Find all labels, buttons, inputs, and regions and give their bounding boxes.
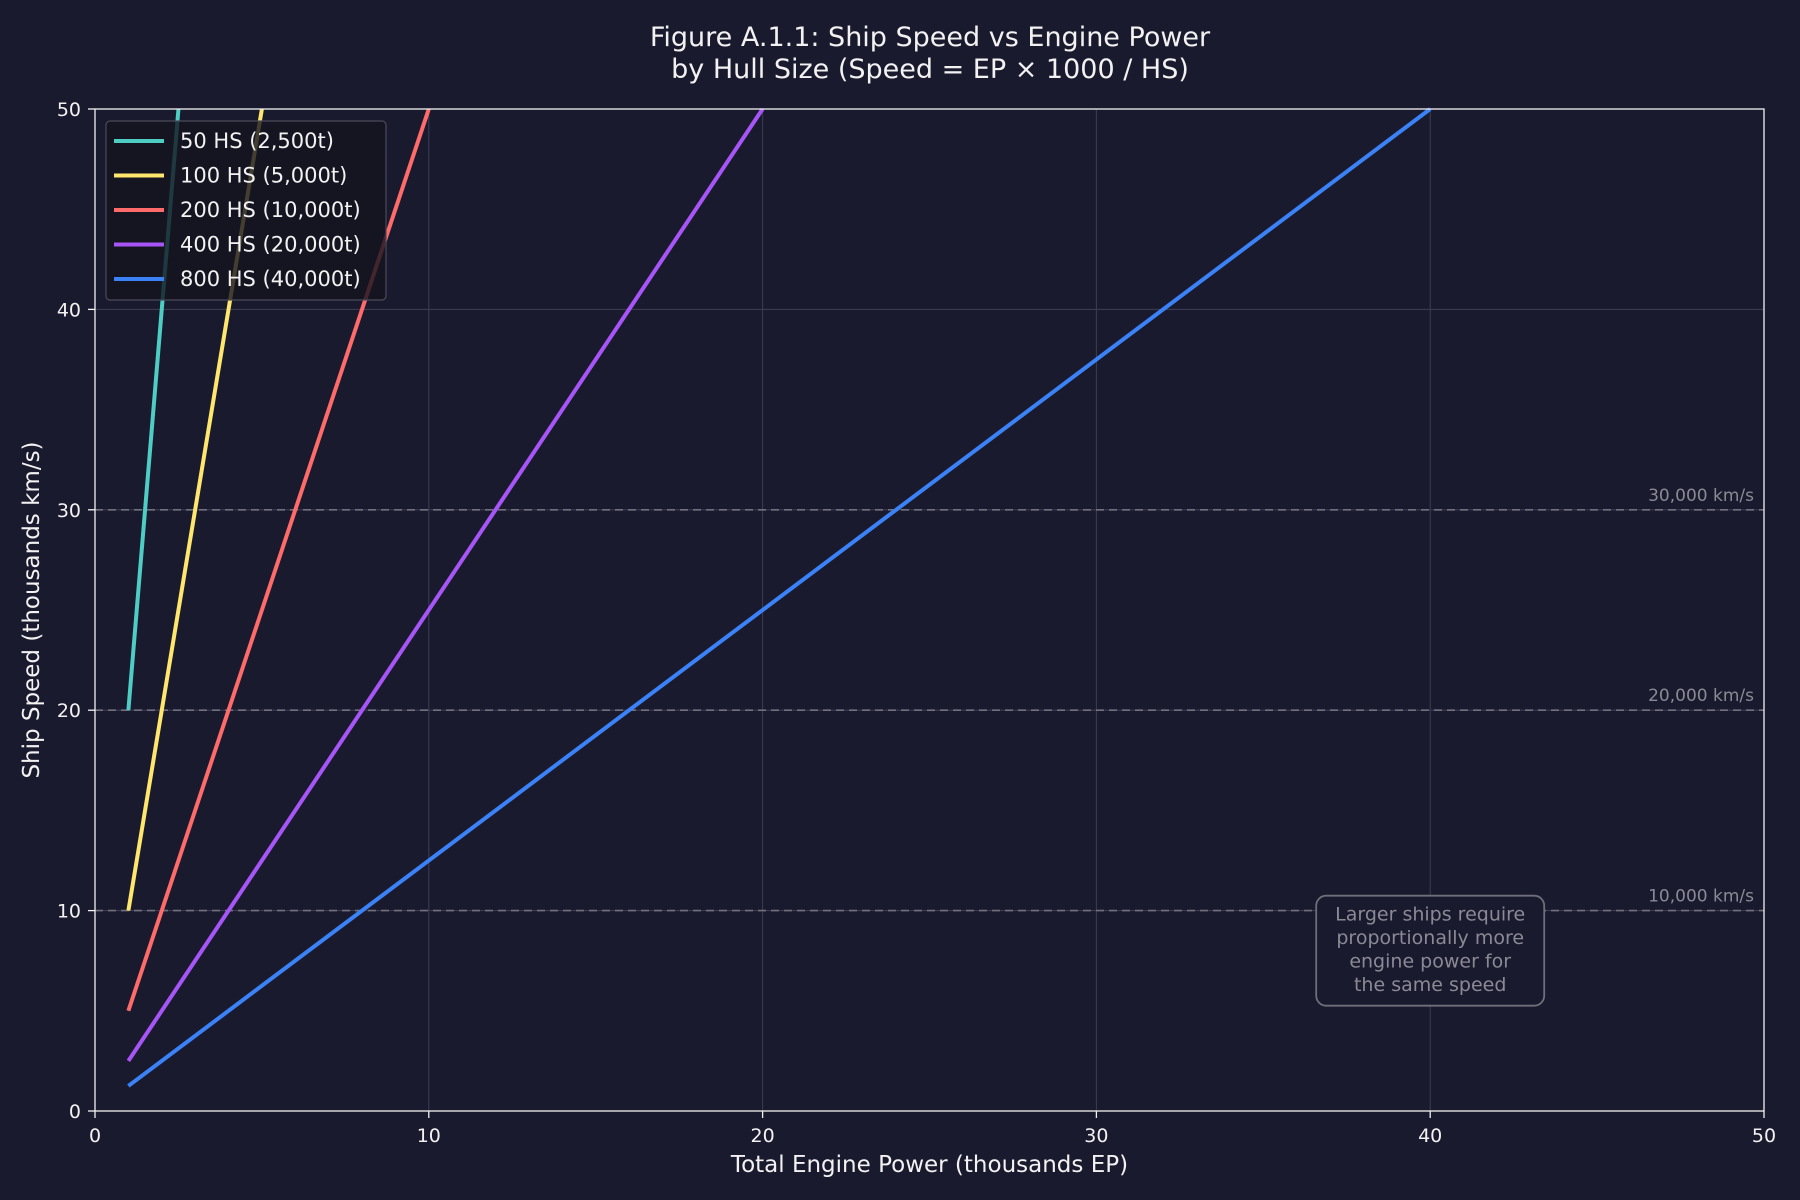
legend-box bbox=[105, 120, 387, 301]
reference-line-label: 30,000 km/s bbox=[1648, 486, 1754, 506]
y-tick-label: 0 bbox=[69, 1101, 81, 1123]
annotation-text: the same speed bbox=[1354, 974, 1506, 996]
plot-frame bbox=[94, 108, 1765, 1112]
legend-label: 400 HS (20,000t) bbox=[180, 233, 361, 257]
legend-label: 800 HS (40,000t) bbox=[180, 267, 361, 291]
y-tick-label: 20 bbox=[57, 700, 81, 722]
legend: 50 HS (2,500t) 100 HS (5,000t) 200 HS (10,… bbox=[105, 120, 387, 301]
y-tick-label: 50 bbox=[57, 99, 81, 121]
series-line bbox=[126, 107, 765, 1063]
x-axis-label: Total Engine Power (thousands EP) bbox=[730, 1152, 1128, 1178]
x-tick-label: 20 bbox=[751, 1125, 775, 1147]
y-axis-label: Ship Speed (thousands km/s) bbox=[19, 441, 45, 778]
annotation-text: proportionally more bbox=[1336, 927, 1524, 949]
axis-ticks: 0 10 20 30 40 50 0 10 20 30 40 50 bbox=[57, 99, 1776, 1147]
x-tick-label: 40 bbox=[1418, 1125, 1442, 1147]
legend-label: 50 HS (2,500t) bbox=[180, 129, 334, 153]
y-tick-label: 30 bbox=[57, 500, 81, 522]
chart-subtitle: by Hull Size (Speed = EP × 1000 / HS) bbox=[671, 54, 1189, 85]
reference-line-label: 20,000 km/s bbox=[1648, 686, 1754, 706]
x-tick-label: 30 bbox=[1084, 1125, 1108, 1147]
x-tick-label: 0 bbox=[89, 1125, 101, 1147]
series-line bbox=[127, 107, 1432, 1088]
annotation-text: Larger ships require bbox=[1335, 904, 1525, 926]
annotation-text: engine power for bbox=[1349, 951, 1511, 973]
y-tick-label: 10 bbox=[57, 901, 81, 923]
chart-title: Figure A.1.1: Ship Speed vs Engine Power bbox=[650, 22, 1211, 53]
x-tick-label: 50 bbox=[1752, 1125, 1776, 1147]
reference-line-label: 10,000 km/s bbox=[1648, 887, 1754, 907]
legend-label: 200 HS (10,000t) bbox=[180, 198, 361, 222]
reference-lines: 10,000 km/s 20,000 km/s 30,000 km/s bbox=[95, 486, 1764, 912]
y-tick-label: 40 bbox=[57, 299, 81, 321]
annotation-box bbox=[1315, 894, 1546, 1007]
x-tick-label: 10 bbox=[417, 1125, 441, 1147]
legend-label: 100 HS (5,000t) bbox=[180, 164, 347, 188]
